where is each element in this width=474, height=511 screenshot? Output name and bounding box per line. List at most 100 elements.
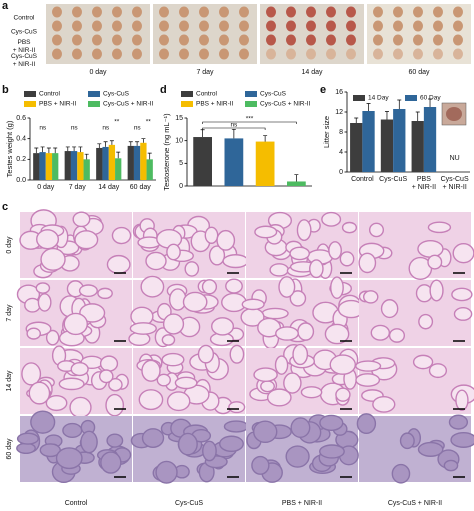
testis <box>239 20 249 32</box>
y-tick-label: 0 <box>179 183 183 190</box>
tubule <box>292 343 309 366</box>
testis <box>92 48 102 60</box>
testis <box>373 6 383 18</box>
tubule <box>297 322 315 341</box>
testis <box>199 20 209 32</box>
y-tick-label: 10 <box>175 138 183 145</box>
testis <box>413 6 423 18</box>
error-bar <box>428 98 433 107</box>
error-bar <box>116 151 121 159</box>
y-tick-label: 4 <box>339 149 343 156</box>
bar <box>96 147 103 180</box>
bar <box>411 121 424 172</box>
error-bar <box>294 174 299 182</box>
tubule <box>28 381 51 405</box>
y-tick-label: 0.2 <box>16 156 26 163</box>
tubule <box>174 376 198 390</box>
tubule <box>216 229 236 251</box>
tubule <box>145 251 167 271</box>
testis <box>413 48 423 60</box>
y-tick-label: 0.6 <box>16 115 26 122</box>
testis <box>413 20 423 32</box>
tubule <box>26 327 41 340</box>
testis <box>373 20 383 32</box>
tubule <box>339 251 355 267</box>
column-label: Cys-CuS <box>175 500 203 507</box>
tubule <box>141 428 165 448</box>
panel-letter: b <box>2 84 9 96</box>
legend-swatch <box>24 101 36 107</box>
tubule <box>448 414 469 430</box>
column-label: 0 day <box>89 69 107 76</box>
tubule <box>78 284 98 298</box>
tubule <box>319 414 344 432</box>
bar <box>39 152 46 180</box>
tubule <box>162 313 185 335</box>
testis <box>453 48 463 60</box>
error-bar <box>109 140 114 145</box>
error-bar <box>200 129 205 138</box>
bar <box>193 137 212 186</box>
column-label: 14 day <box>301 69 323 76</box>
testis <box>199 48 209 60</box>
tubule <box>35 282 51 294</box>
tubule <box>111 226 132 245</box>
legend-label: PBS + NIR-II <box>196 101 234 108</box>
error-bar <box>141 138 146 143</box>
tubule <box>72 211 91 228</box>
error-bar <box>65 146 70 152</box>
testis <box>112 48 122 60</box>
tubule <box>399 432 415 450</box>
tubule <box>21 362 42 386</box>
testis <box>52 48 62 60</box>
tubule <box>329 354 357 375</box>
tubule <box>222 254 249 269</box>
bar <box>52 153 59 180</box>
testis <box>219 48 229 60</box>
panel-letter: e <box>320 84 326 96</box>
tubule <box>40 247 66 271</box>
tubule <box>58 377 85 391</box>
tubule <box>251 455 270 475</box>
testis <box>373 48 383 60</box>
legend-swatch <box>24 91 36 97</box>
tubule <box>450 431 474 448</box>
y-axis-label: Testes weight (g) <box>5 120 14 177</box>
tubule <box>24 297 41 313</box>
testis <box>453 34 463 46</box>
testis <box>72 48 82 60</box>
testis <box>219 34 229 46</box>
tubule <box>278 276 296 298</box>
testis <box>433 34 443 46</box>
testis <box>179 20 189 32</box>
tubule <box>70 361 89 377</box>
testis <box>266 34 276 46</box>
bar <box>393 109 406 172</box>
x-tick-label: 7 day <box>69 184 87 191</box>
tubule <box>275 326 299 341</box>
annotation: ns <box>39 125 47 132</box>
legend-label: Control <box>39 91 61 98</box>
y-tick-label: 0.0 <box>16 177 26 184</box>
tubule <box>225 278 243 294</box>
tubule <box>253 367 278 383</box>
y-tick-label: 8 <box>339 129 343 136</box>
tubule <box>355 373 381 387</box>
tubule <box>455 389 469 411</box>
legend-label: Cys-CuS + NIR-II <box>103 101 154 108</box>
x-tick-label: Cys-CuS + NIR-II <box>441 176 469 191</box>
bar <box>45 153 53 180</box>
tubule <box>309 259 324 279</box>
testis <box>132 48 142 60</box>
testis <box>159 20 169 32</box>
tubule <box>161 334 176 346</box>
tubule <box>372 396 396 413</box>
y-tick-label: 0.4 <box>16 136 26 143</box>
tubule <box>321 211 342 227</box>
tubule <box>108 378 123 392</box>
tubule <box>356 413 377 435</box>
testis <box>159 48 169 60</box>
tubule <box>418 313 434 330</box>
panel-letter: a <box>2 0 9 12</box>
